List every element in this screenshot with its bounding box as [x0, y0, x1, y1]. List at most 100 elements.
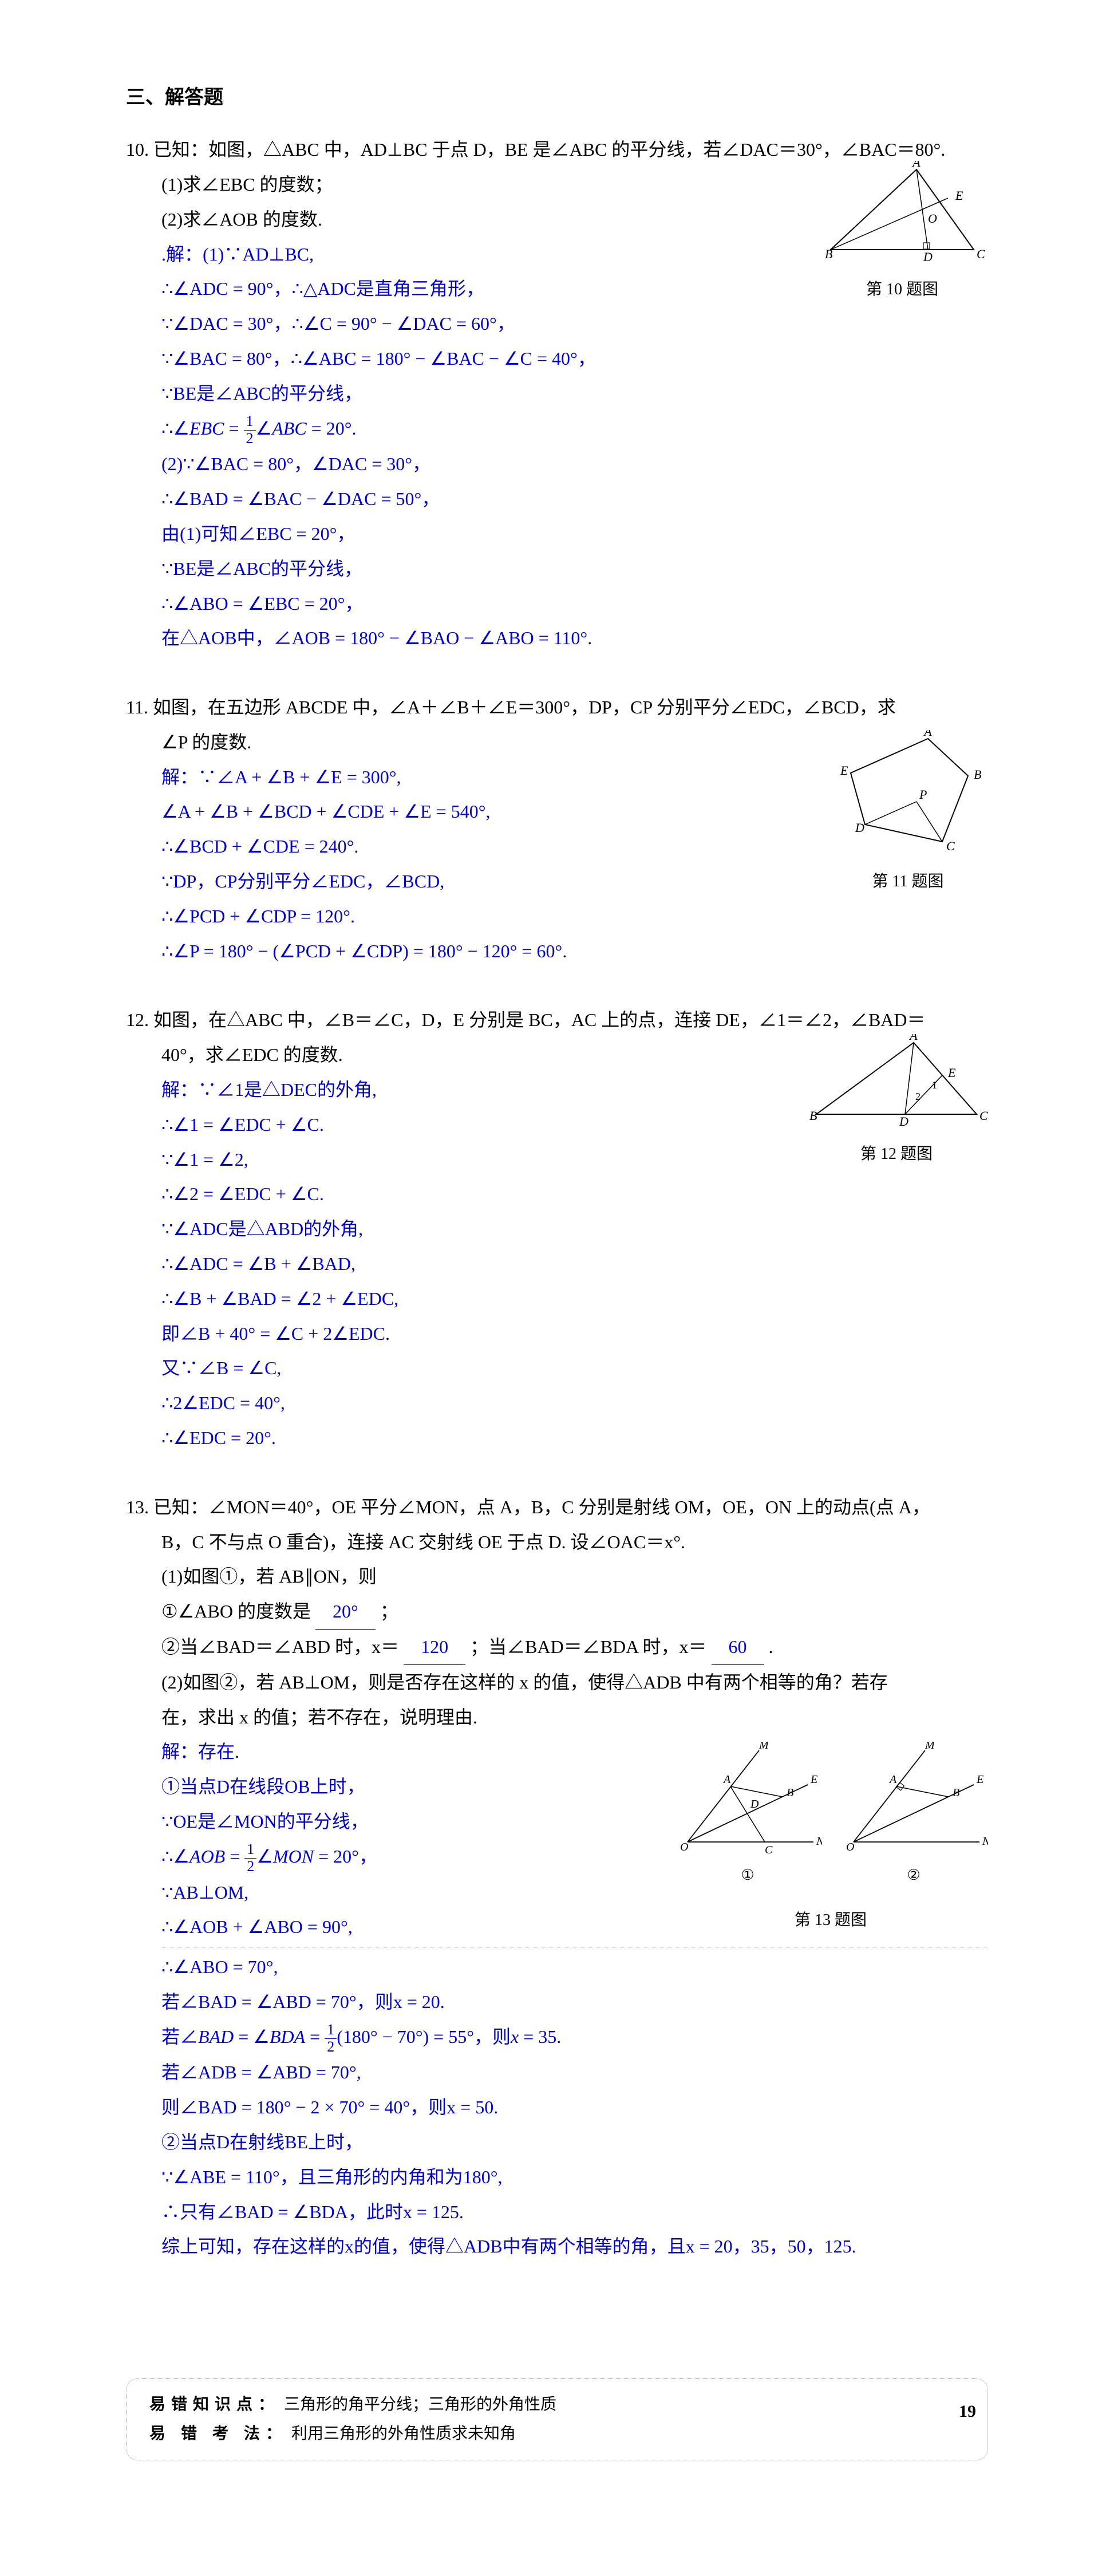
sol-line: ∴∠ABO = ∠EBC = 20°， — [161, 586, 988, 621]
sol-line: 又∵∠B = ∠C, — [161, 1351, 988, 1386]
sol-line: ∵BE是∠ABC的平分线， — [161, 376, 988, 411]
problem-number: 11. — [126, 697, 148, 717]
footer-label-1: 易错知识点： — [149, 2396, 280, 2413]
svg-text:O: O — [680, 1841, 688, 1853]
svg-text:P: P — [919, 787, 927, 802]
problem-number: 13. — [126, 1497, 149, 1517]
figure-13-label-2: ② — [839, 1862, 988, 1889]
q1b-answer1: 120 — [404, 1630, 465, 1665]
problem-11-statement: 11. 如图，在五边形 ABCDE 中，∠A＋∠B＋∠E＝300°，DP，CP … — [126, 690, 988, 725]
problem-10: 10. 已知：如图，△ABC 中，AD⊥BC 于点 D，BE 是∠ABC 的平分… — [126, 132, 988, 656]
svg-text:B: B — [825, 247, 832, 261]
svg-text:E: E — [955, 188, 963, 203]
svg-text:B: B — [974, 767, 981, 782]
sol-line: ∵∠BAC = 80°，∴∠ABC = 180° − ∠BAC − ∠C = 4… — [161, 341, 988, 376]
sol-line: ∵∠ABE = 110°，且三角形的内角和为180°, — [161, 2160, 988, 2195]
q1b-prefix: ②当∠BAD＝∠ABD 时，x＝ — [161, 1636, 399, 1657]
footer-text-1: 三角形的角平分线；三角形的外角性质 — [284, 2396, 556, 2413]
figure-13-caption: 第 13 题图 — [795, 1906, 867, 1935]
sol-line: ∵∠DAC = 30°，∴∠C = 90° − ∠DAC = 60°， — [161, 306, 988, 341]
q1a-answer: 20° — [315, 1594, 376, 1630]
svg-text:1: 1 — [932, 1079, 937, 1091]
svg-text:N: N — [816, 1835, 822, 1848]
sol-line: 即∠B + 40° = ∠C + 2∠EDC. — [161, 1316, 988, 1351]
svg-text:E: E — [810, 1773, 817, 1786]
sol-line: ∴∠EDC = 20°. — [161, 1421, 988, 1455]
sol-line: ∴∠BAD = ∠BAC − ∠DAC = 50°， — [161, 482, 988, 516]
footer-text-2: 利用三角形的外角性质求未知角 — [291, 2425, 516, 2443]
problem-13-q1: (1)如图①，若 AB∥ON，则 — [126, 1559, 988, 1594]
problem-text-main: 已知：∠MON＝40°，OE 平分∠MON，点 A，B，C 分别是射线 OM，O… — [153, 1497, 930, 1517]
sol-line: ∴∠PCD + ∠CDP = 120°. — [161, 899, 988, 934]
svg-text:D: D — [923, 250, 933, 264]
problem-text-main: 如图，在五边形 ABCDE 中，∠A＋∠B＋∠E＝300°，DP，CP 分别平分… — [153, 697, 896, 717]
problem-13-q1a: ①∠ABO 的度数是 20° ； — [126, 1594, 988, 1630]
problem-13-statement: 13. 已知：∠MON＝40°，OE 平分∠MON，点 A，B，C 分别是射线 … — [126, 1490, 988, 1525]
figure-10: A B C D E O 第 10 题图 — [816, 161, 988, 304]
figure-12-caption: 第 12 题图 — [805, 1140, 988, 1169]
svg-text:B: B — [953, 1786, 959, 1799]
svg-text:C: C — [977, 247, 985, 261]
problem-11: 11. 如图，在五边形 ABCDE 中，∠A＋∠B＋∠E＝300°，DP，CP … — [126, 690, 988, 968]
sol-line: ②当点D在射线BE上时， — [161, 2125, 988, 2160]
svg-text:D: D — [855, 820, 864, 835]
figure-12: A B C D E 2 1 第 12 题图 — [805, 1034, 988, 1169]
sol-line: 由(1)可知∠EBC = 20°， — [161, 516, 988, 551]
q1b-suffix: . — [769, 1636, 773, 1657]
problem-number: 12. — [126, 1009, 149, 1030]
sol-line: (2)∵∠BAC = 80°，∠DAC = 30°， — [161, 447, 988, 482]
svg-text:C: C — [946, 839, 955, 853]
svg-text:M: M — [925, 1742, 935, 1751]
svg-text:A: A — [923, 730, 932, 739]
sol-line: ∴∠ABO = 70°, — [161, 1950, 988, 1985]
problem-text-main: 已知：如图，△ABC 中，AD⊥BC 于点 D，BE 是∠ABC 的平分线，若∠… — [153, 139, 945, 160]
sol-line: 若∠BAD = ∠ABD = 70°，则x = 20. — [161, 1985, 988, 2019]
svg-text:B: B — [787, 1786, 793, 1799]
svg-text:M: M — [759, 1742, 769, 1751]
footer-label-2: 易 错 考 法： — [149, 2425, 287, 2443]
sol-line: 若∠BAD = ∠BDA = 12(180° − 70°) = 55°，则x =… — [161, 2019, 988, 2056]
sol-line: 若∠ADB = ∠ABD = 70°, — [161, 2055, 988, 2090]
svg-text:C: C — [979, 1108, 988, 1123]
svg-text:O: O — [846, 1841, 854, 1853]
sol-line: ∴∠EBC = 12∠ABC = 20°. — [161, 411, 988, 447]
svg-text:E: E — [947, 1066, 956, 1080]
figure-13: M N O A B C D E ① M — [673, 1742, 988, 1935]
sol-line: ∴∠P = 180° − (∠PCD + ∠CDP) = 180° − 120°… — [161, 934, 988, 969]
svg-text:A: A — [888, 1773, 897, 1786]
problem-13-q2: (2)如图②，若 AB⊥OM，则是否存在这样的 x 的值，使得△ADB 中有两个… — [126, 1665, 988, 1700]
figure-13-label-1: ① — [673, 1862, 822, 1889]
problem-12: 12. 如图，在△ABC 中，∠B＝∠C，D，E 分别是 BC，AC 上的点，连… — [126, 1003, 988, 1455]
figure-11-caption: 第 11 题图 — [828, 867, 988, 896]
q1b-mid: ；当∠BAD＝∠BDA 时，x＝ — [470, 1636, 706, 1657]
sol-line: 综上可知，存在这样的x的值，使得△ADB中有两个相等的角，且x = 20，35，… — [161, 2229, 988, 2264]
svg-text:A: A — [911, 161, 921, 169]
footer-box: 易错知识点： 三角形的角平分线；三角形的外角性质 易 错 考 法： 利用三角形的… — [126, 2378, 988, 2460]
problem-13-q2b: 在，求出 x 的值；若不存在，说明理由. — [126, 1700, 988, 1735]
problem-13: 13. 已知：∠MON＝40°，OE 平分∠MON，点 A，B，C 分别是射线 … — [126, 1490, 988, 2264]
svg-text:D: D — [750, 1798, 759, 1810]
problem-13-text2: B，C 不与点 O 重合)，连接 AC 交射线 OE 于点 D. 设∠OAC＝x… — [126, 1525, 988, 1560]
problem-text-main: 如图，在△ABC 中，∠B＝∠C，D，E 分别是 BC，AC 上的点，连接 DE… — [153, 1009, 926, 1030]
figure-10-caption: 第 10 题图 — [816, 275, 988, 304]
problem-number: 10. — [126, 139, 149, 160]
svg-text:O: O — [928, 211, 937, 226]
sol-line: ∴只有∠BAD = ∠BDA，此时x = 125. — [161, 2195, 988, 2230]
svg-text:C: C — [765, 1844, 773, 1856]
problem-13-q1b: ②当∠BAD＝∠ABD 时，x＝ 120 ；当∠BAD＝∠BDA 时，x＝ 60… — [126, 1630, 988, 1665]
problem-12-statement: 12. 如图，在△ABC 中，∠B＝∠C，D，E 分别是 BC，AC 上的点，连… — [126, 1003, 988, 1037]
figure-11: A B C D E P 第 11 题图 — [828, 730, 988, 896]
q1b-answer2: 60 — [712, 1630, 764, 1665]
sol-line: ∴∠2 = ∠EDC + ∠C. — [161, 1177, 988, 1212]
sol-line: 在△AOB中，∠AOB = 180° − ∠BAO − ∠ABO = 110°. — [161, 621, 988, 656]
svg-text:B: B — [809, 1108, 817, 1123]
page-number: 19 — [959, 2396, 976, 2427]
svg-text:2: 2 — [915, 1091, 921, 1102]
sol-line: ∴∠B + ∠BAD = ∠2 + ∠EDC, — [161, 1281, 988, 1316]
sol-line: ∵BE是∠ABC的平分线， — [161, 551, 988, 586]
sol-line: 则∠BAD = 180° − 2 × 70° = 40°，则x = 50. — [161, 2090, 988, 2125]
sol-line: ∴2∠EDC = 40°, — [161, 1386, 988, 1421]
q1a-suffix: ； — [380, 1601, 398, 1622]
svg-text:A: A — [908, 1034, 918, 1043]
sol-line: ∴∠ADC = ∠B + ∠BAD, — [161, 1246, 988, 1281]
